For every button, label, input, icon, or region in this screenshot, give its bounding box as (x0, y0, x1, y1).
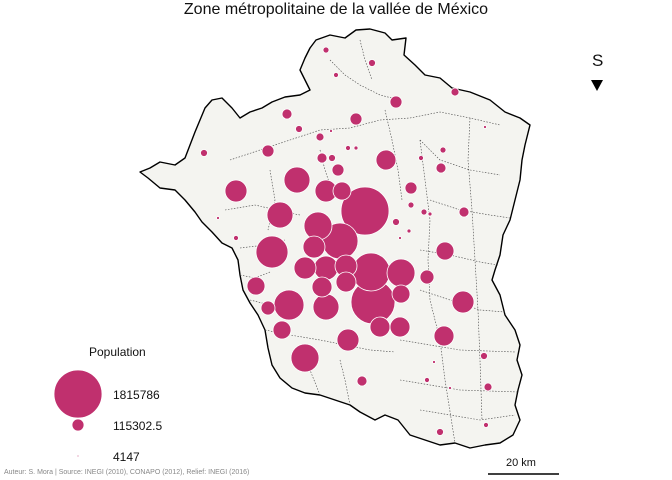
population-symbol (328, 154, 336, 162)
population-symbol (303, 211, 333, 241)
population-symbol (424, 377, 430, 383)
population-symbol (356, 375, 368, 387)
population-symbol (435, 241, 455, 261)
population-symbol (312, 293, 340, 321)
population-symbol (333, 72, 339, 78)
population-symbol (418, 155, 424, 161)
population-symbol (302, 235, 326, 259)
population-symbol (261, 144, 275, 158)
population-symbol (439, 146, 447, 154)
legend-symbol-medium (71, 418, 85, 432)
scale-bar-label: 20 km (506, 457, 536, 469)
population-symbol (295, 125, 303, 133)
population-symbol (311, 276, 333, 298)
population-symbol (483, 382, 493, 392)
population-symbol (336, 328, 360, 352)
population-symbol (407, 201, 415, 209)
north-arrow-label: S (592, 51, 604, 70)
population-symbol (375, 149, 397, 171)
population-symbol (369, 316, 391, 338)
population-symbol (389, 316, 411, 338)
population-symbol (406, 228, 412, 234)
population-symbol (246, 276, 266, 296)
population-symbol (345, 145, 351, 151)
population-symbol (233, 235, 239, 241)
legend-symbol-small (76, 454, 80, 458)
population-symbol (266, 201, 294, 229)
population-symbols (200, 46, 493, 436)
population-symbol (483, 422, 489, 428)
map-title: Zone métropolitaine de la vallée de Méxi… (183, 1, 489, 18)
population-symbol (316, 152, 328, 164)
population-symbol (435, 162, 447, 174)
population-symbol (391, 284, 411, 304)
population-symbol (290, 343, 320, 373)
population-symbol (329, 129, 333, 133)
population-symbol (483, 125, 487, 129)
population-symbol (293, 256, 317, 280)
population-symbol (451, 290, 475, 314)
population-symbol (255, 235, 289, 269)
population-symbol (480, 352, 488, 360)
legend-label-medium: 115302.5 (113, 419, 163, 433)
population-symbol (331, 163, 345, 177)
population-symbol (392, 218, 400, 226)
population-symbol (332, 181, 352, 201)
population-symbol (200, 149, 208, 157)
north-arrow-icon (591, 80, 603, 91)
population-symbol (335, 271, 357, 293)
population-symbol (432, 360, 436, 364)
population-symbol (283, 166, 311, 194)
population-symbol (281, 108, 293, 120)
population-symbol (450, 87, 460, 97)
population-symbol (448, 386, 452, 390)
population-symbol (398, 236, 402, 240)
population-symbol (349, 112, 363, 126)
population-symbol (216, 216, 220, 220)
population-symbol (433, 325, 455, 347)
population-symbol (272, 320, 292, 340)
population-symbol (340, 186, 390, 236)
population-symbol (436, 428, 444, 436)
legend-symbols (53, 369, 103, 458)
population-symbol (351, 252, 391, 292)
legend-symbol-large (53, 369, 103, 419)
population-symbol (313, 255, 339, 281)
legend-title: Population (89, 345, 146, 359)
legend-label-small: 4147 (113, 450, 140, 464)
population-symbol (427, 211, 433, 217)
population-symbol (419, 269, 435, 285)
population-symbol (420, 208, 428, 216)
population-symbol (458, 206, 470, 218)
population-symbol (322, 46, 330, 54)
population-symbol (315, 132, 325, 142)
population-symbol (273, 289, 305, 321)
credits: Auteur: S. Mora | Source: INEGI (2010), … (4, 469, 250, 476)
population-symbol (224, 179, 248, 203)
population-symbol (386, 258, 416, 288)
population-symbol (404, 181, 418, 195)
population-symbol (260, 300, 276, 316)
population-symbol (353, 145, 359, 151)
legend-label-large: 1815786 (113, 388, 160, 402)
population-symbol (389, 95, 403, 109)
population-symbol (368, 59, 376, 67)
